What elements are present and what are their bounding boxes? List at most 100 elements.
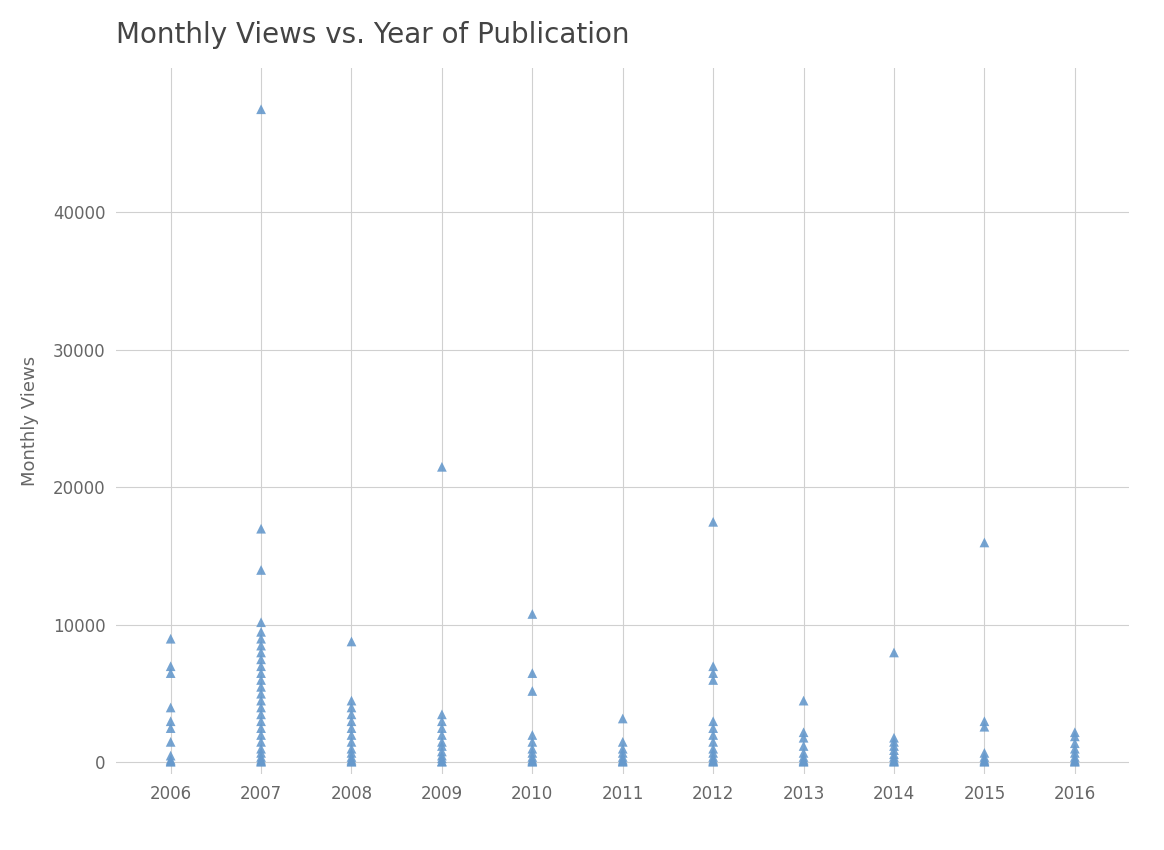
Point [342, 735, 361, 749]
Point [162, 666, 180, 680]
Point [1065, 751, 1084, 764]
Point [523, 684, 541, 698]
Point [613, 754, 632, 768]
Point [885, 646, 903, 660]
Point [433, 754, 452, 768]
Point [794, 755, 812, 768]
Point [975, 746, 994, 760]
Point [162, 749, 180, 762]
Point [704, 660, 723, 673]
Point [975, 753, 994, 767]
Point [162, 715, 180, 728]
Point [251, 646, 270, 660]
Point [885, 751, 903, 764]
Point [251, 715, 270, 728]
Point [975, 755, 994, 768]
Point [704, 515, 723, 529]
Point [342, 700, 361, 714]
Point [704, 728, 723, 742]
Point [251, 680, 270, 694]
Point [251, 660, 270, 673]
Point [251, 653, 270, 666]
Point [704, 735, 723, 749]
Point [704, 742, 723, 756]
Point [523, 746, 541, 760]
Point [433, 745, 452, 758]
Point [162, 754, 180, 768]
Point [342, 707, 361, 721]
Point [251, 694, 270, 707]
Point [523, 728, 541, 742]
Point [251, 103, 270, 116]
Y-axis label: Monthly Views: Monthly Views [21, 355, 38, 486]
Point [613, 755, 632, 768]
Point [704, 722, 723, 735]
Point [975, 536, 994, 549]
Point [1065, 755, 1084, 768]
Point [885, 754, 903, 768]
Point [251, 728, 270, 742]
Point [342, 755, 361, 768]
Point [433, 740, 452, 753]
Point [523, 742, 541, 756]
Point [342, 753, 361, 767]
Point [251, 746, 270, 760]
Point [975, 754, 994, 768]
Point [1065, 736, 1084, 750]
Point [162, 660, 180, 673]
Point [433, 728, 452, 742]
Point [1065, 753, 1084, 767]
Point [251, 615, 270, 629]
Point [162, 722, 180, 735]
Point [885, 755, 903, 768]
Point [251, 673, 270, 687]
Point [523, 735, 541, 749]
Point [342, 635, 361, 649]
Point [433, 749, 452, 762]
Point [162, 700, 180, 714]
Point [523, 666, 541, 680]
Point [794, 754, 812, 768]
Point [342, 694, 361, 707]
Point [704, 746, 723, 760]
Point [251, 700, 270, 714]
Point [613, 751, 632, 764]
Point [433, 755, 452, 768]
Point [251, 735, 270, 749]
Point [704, 715, 723, 728]
Point [251, 687, 270, 700]
Point [885, 735, 903, 749]
Point [885, 743, 903, 756]
Point [251, 754, 270, 768]
Point [251, 742, 270, 756]
Point [975, 720, 994, 734]
Point [342, 754, 361, 768]
Point [433, 751, 452, 765]
Point [613, 753, 632, 767]
Point [251, 722, 270, 735]
Point [613, 742, 632, 756]
Point [885, 747, 903, 761]
Point [251, 753, 270, 767]
Point [251, 625, 270, 638]
Point [523, 754, 541, 768]
Point [433, 735, 452, 749]
Point [251, 707, 270, 721]
Point [433, 715, 452, 728]
Point [342, 746, 361, 760]
Point [975, 751, 994, 764]
Point [342, 751, 361, 764]
Point [704, 751, 723, 764]
Point [1065, 754, 1084, 768]
Point [433, 722, 452, 735]
Point [523, 753, 541, 767]
Point [885, 753, 903, 767]
Point [794, 751, 812, 764]
Point [523, 751, 541, 764]
Point [162, 753, 180, 767]
Point [342, 715, 361, 728]
Point [794, 731, 812, 745]
Point [794, 746, 812, 760]
Point [613, 746, 632, 760]
Point [613, 735, 632, 749]
